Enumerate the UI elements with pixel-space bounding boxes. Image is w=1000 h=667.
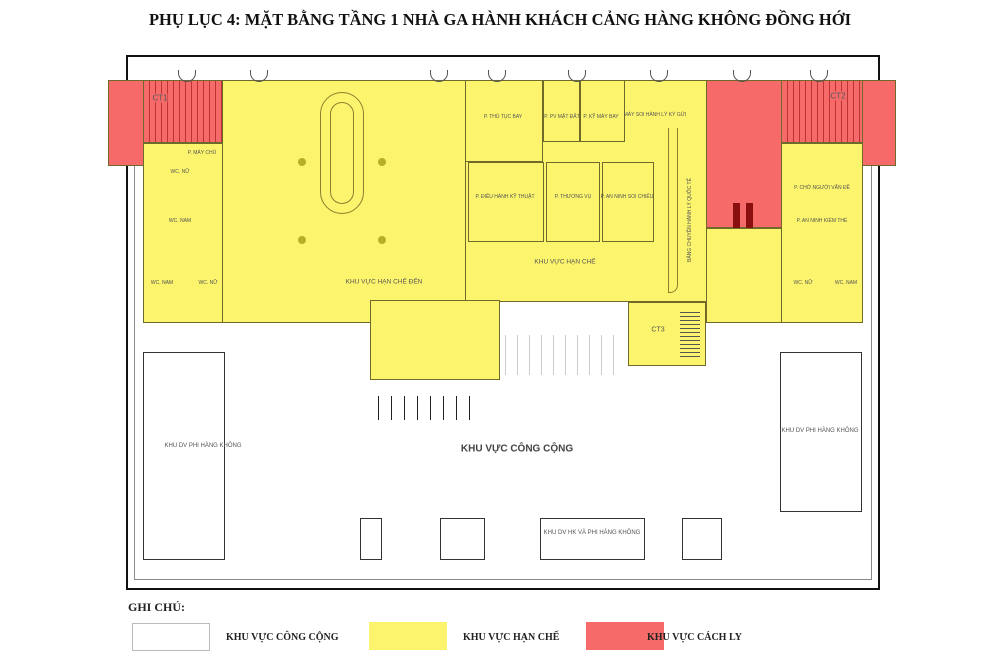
ct1-label: CT1 <box>152 93 168 103</box>
room-ground-box <box>543 80 580 142</box>
room-wc-nam-1: WC. NAM <box>168 218 192 224</box>
isolation-belt <box>746 203 753 228</box>
kiosk <box>360 518 382 560</box>
legend: KHU VỰC CÔNG CỘNG KHU VỰC HẠN CHẾ KHU VỰ… <box>0 620 1000 660</box>
ct2-label: CT2 <box>830 91 846 101</box>
room-security-check: P. AN NINH KIỂM THỂ <box>796 218 848 224</box>
room-baggage-scan: MÁY SOI HÀNH LÝ KÝ GỬI <box>623 112 687 118</box>
room-ground: P. PV MẶT ĐẤT <box>544 114 580 120</box>
ct3-stair <box>680 312 700 360</box>
column <box>378 158 386 166</box>
column <box>378 236 386 244</box>
room-waiting: P. CHỜ NGƯỜI VẤN ĐỀ <box>794 185 850 191</box>
column <box>298 158 306 166</box>
right-yellow-lower <box>706 228 782 323</box>
room-wc-nam-2: WC. NAM <box>150 280 174 286</box>
room-tech-box <box>468 162 544 242</box>
room-wc-nam-3: WC. NAM <box>834 280 858 286</box>
non-aviation-right-label: KHU DV PHI HÀNG KHÔNG <box>781 428 859 434</box>
ct3-label: CT3 <box>651 326 665 334</box>
room-wc-nu-1: WC. NỮ <box>170 169 190 175</box>
legend-swatch-restricted <box>369 622 447 650</box>
room-security-scan: P. AN NINH SOI CHIẾU <box>600 194 654 200</box>
room-wc-nu-2: WC. NỮ <box>198 280 218 286</box>
restricted-label: KHU VỰC HẠN CHẾ <box>534 258 596 266</box>
room-tech-ops: P. ĐIỀU HÀNH KỸ THUẬT <box>475 194 535 200</box>
room-commerce-box <box>546 162 600 242</box>
kiosk <box>440 518 485 560</box>
room-commerce: P. THƯƠNG VỤ <box>554 194 592 200</box>
baggage-belt <box>668 128 678 293</box>
room-server: P. MÁY CHỦ <box>187 150 217 156</box>
legend-swatch-isolation <box>586 622 664 650</box>
building-outline <box>126 55 880 590</box>
non-aviation-left-box <box>143 352 225 560</box>
aviation-services-label: KHU DV HK VÀ PHI HÀNG KHÔNG <box>543 530 641 536</box>
entry-bars <box>378 396 478 420</box>
ct1-stair <box>143 80 223 143</box>
belt-label: BĂNG CHUYỀN HÀNH LÝ QUỐC TẾ <box>687 178 693 262</box>
restricted-arrival-label: KHU VỰC HẠN CHẾ ĐẾN <box>345 278 423 286</box>
floor-plan: CT1 P. MÁY CHỦ WC. NỮ WC. NAM WC. NAM WC… <box>108 55 896 590</box>
legend-label-public: KHU VỰC CÔNG CỘNG <box>226 632 339 643</box>
legend-swatch-public <box>132 623 210 651</box>
right-service-block <box>781 143 863 323</box>
public-area-label: KHU VỰC CÔNG CỘNG <box>460 443 574 455</box>
isolation-area <box>706 80 782 228</box>
room-aircraft-box <box>580 80 625 142</box>
non-aviation-left-label: KHU DV PHI HÀNG KHÔNG <box>164 443 242 449</box>
aviation-services-box <box>540 518 645 560</box>
restricted-connector <box>370 300 500 380</box>
room-checkin: P. THỦ TỤC BAY <box>483 114 523 120</box>
column <box>298 236 306 244</box>
room-security-box <box>602 162 654 242</box>
isolation-belt <box>733 203 740 228</box>
kiosk <box>682 518 722 560</box>
non-aviation-right-box <box>780 352 862 512</box>
baggage-carousel-inner <box>330 102 354 204</box>
legend-heading: GHI CHÚ: <box>128 600 185 614</box>
legend-label-isolation: KHU VỰC CÁCH LY <box>647 632 742 643</box>
walkway-stripes <box>505 335 625 375</box>
left-service-block <box>143 143 223 323</box>
room-wc-nu-3: WC. NỮ <box>793 280 813 286</box>
room-checkin-box <box>465 80 543 162</box>
ct1-isolation-area <box>108 80 144 166</box>
room-aircraft: P. KỸ MÁY BAY <box>583 114 619 120</box>
baggage-carousel <box>320 92 364 214</box>
page-title: PHỤ LỤC 4: MẶT BẰNG TẦNG 1 NHÀ GA HÀNH K… <box>148 10 852 29</box>
ct2-isolation-area <box>862 80 896 166</box>
ct2-stair <box>781 80 863 143</box>
legend-label-restricted: KHU VỰC HẠN CHẾ <box>463 632 560 643</box>
